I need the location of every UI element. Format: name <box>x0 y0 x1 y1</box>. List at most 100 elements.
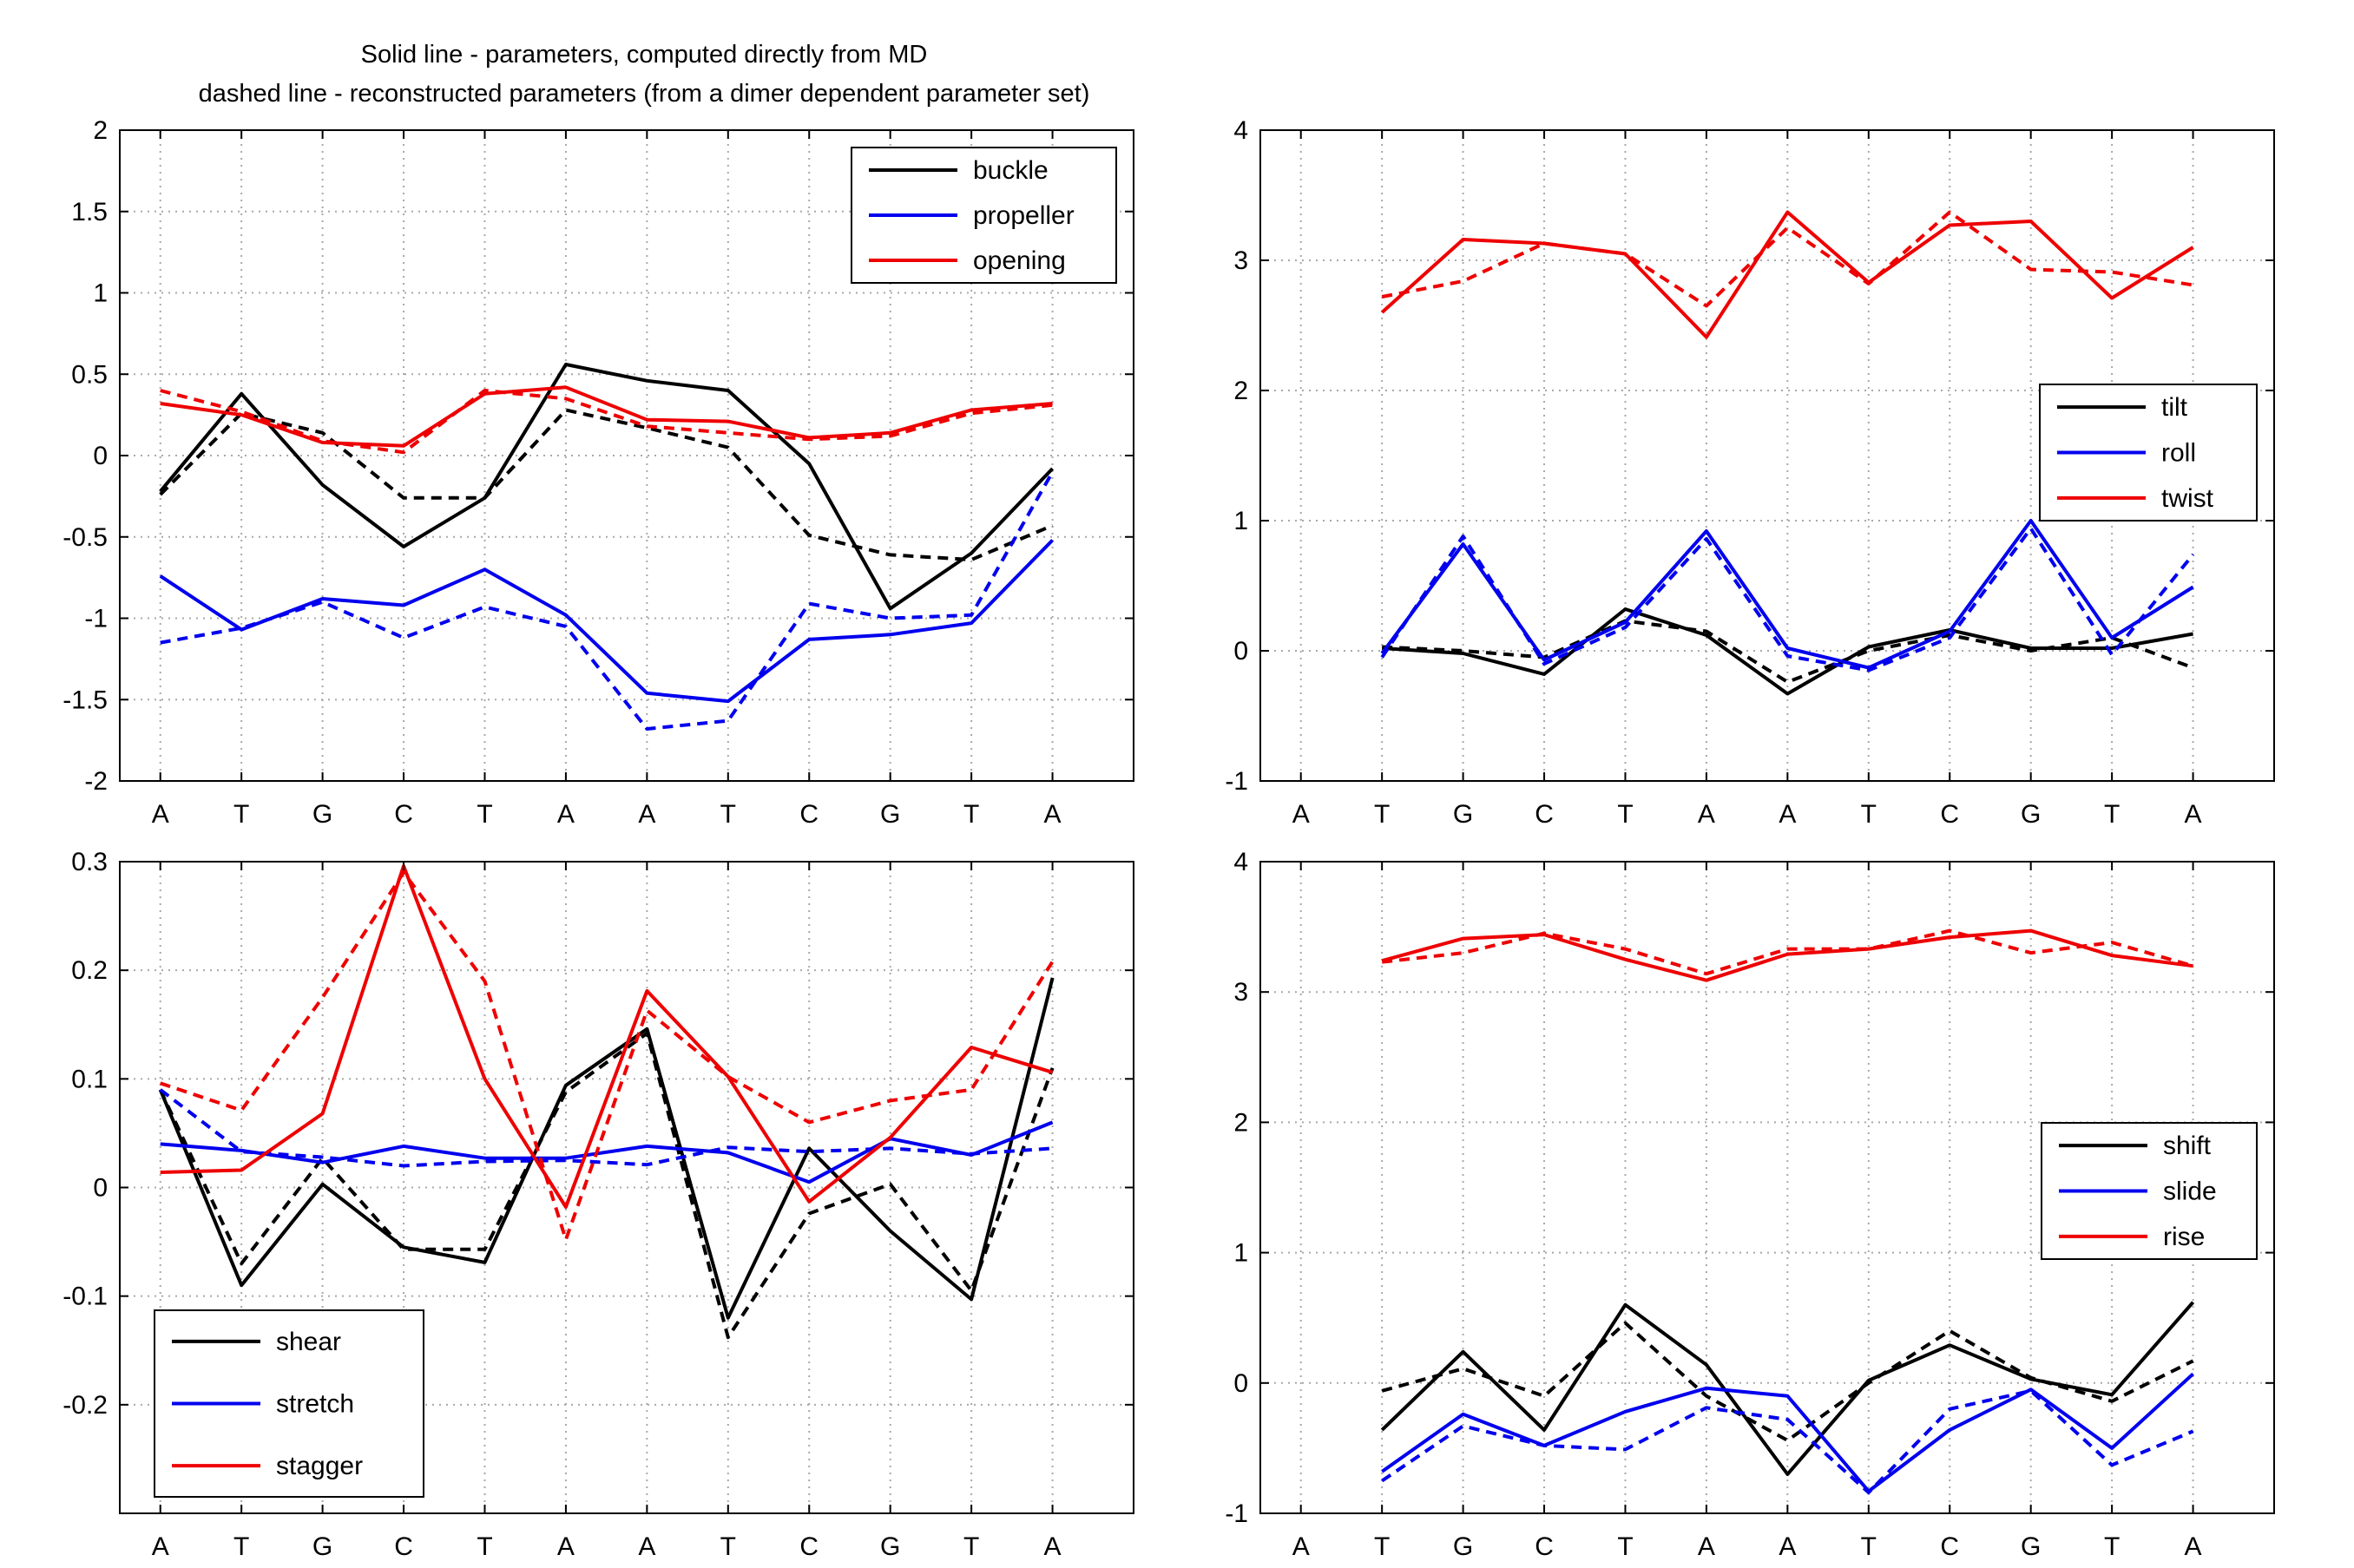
series-line-roll-dashed <box>1380 527 2195 672</box>
x-tick-label: T <box>1374 1532 1390 1561</box>
legend: buckle propeller opening <box>851 147 1117 284</box>
y-tick-label: 2 <box>93 116 108 145</box>
figure-title-line-2: dashed line - reconstructed parameters (… <box>199 80 1090 108</box>
series-line-propeller-solid <box>159 539 1055 704</box>
x-tick-label: C <box>394 800 413 829</box>
y-tick-label: 3 <box>1233 246 1248 275</box>
legend-label-roll: roll <box>2161 439 2196 468</box>
y-tick-label: 1 <box>1233 1239 1248 1268</box>
x-tick-label: T <box>2104 1532 2120 1561</box>
legend-label-shift: shift <box>2163 1132 2212 1160</box>
y-tick-label: 2 <box>1233 1108 1248 1137</box>
x-tick-label: A <box>1044 800 1062 829</box>
y-tick-label: 4 <box>1233 116 1248 145</box>
y-tick-label: 3 <box>1233 978 1248 1007</box>
legend-label-opening: opening <box>973 246 1066 275</box>
x-tick-label: G <box>312 800 332 829</box>
x-tick-label: A <box>2185 800 2202 829</box>
y-tick-label: 4 <box>1233 848 1248 876</box>
y-tick-label: 1 <box>93 279 108 308</box>
legend-label-stretch: stretch <box>276 1390 354 1419</box>
x-tick-label: G <box>312 1532 332 1561</box>
x-tick-label: A <box>557 1532 575 1561</box>
x-tick-label: T <box>477 1532 492 1561</box>
x-tick-label: A <box>1292 800 1310 829</box>
x-tick-label: C <box>1940 1532 1959 1561</box>
x-tick-label: C <box>1535 800 1554 829</box>
x-tick-label: A <box>557 800 575 829</box>
x-tick-label: C <box>799 1532 819 1561</box>
series-line-rise-dashed <box>1381 928 2194 976</box>
x-tick-label: A <box>152 1532 169 1561</box>
y-tick-label: 0 <box>93 442 108 470</box>
y-tick-label: 2 <box>1233 377 1248 405</box>
series-line-shear-solid <box>158 977 1055 1320</box>
x-tick-label: A <box>1044 1532 1062 1561</box>
series-line-stagger-solid <box>160 864 1054 1209</box>
series-line-twist-solid <box>1380 210 2194 339</box>
x-tick-label: T <box>1374 800 1390 829</box>
legend-label-stagger: stagger <box>276 1452 363 1480</box>
x-tick-label: G <box>880 800 900 829</box>
legend-label-rise: rise <box>2163 1223 2205 1251</box>
legend: tilt roll twist <box>2039 384 2258 522</box>
x-tick-label: T <box>963 800 979 829</box>
series-line-buckle-dashed <box>159 408 1054 561</box>
x-tick-label: G <box>880 1532 900 1561</box>
x-tick-label: C <box>394 1532 413 1561</box>
x-tick-label: T <box>720 1532 736 1561</box>
x-tick-label: A <box>2185 1532 2202 1561</box>
x-tick-label: T <box>233 1532 249 1561</box>
y-tick-label: -1.5 <box>62 686 108 714</box>
series-line-slide-dashed <box>1381 1388 2194 1494</box>
legend: shear stretch stagger <box>154 1309 424 1498</box>
legend-label-propeller: propeller <box>973 201 1075 230</box>
y-tick-label: -2 <box>84 767 108 796</box>
y-tick-label: 0.5 <box>71 360 108 389</box>
legend-label-twist: twist <box>2161 484 2214 513</box>
y-tick-label: 0 <box>1233 1369 1248 1398</box>
x-tick-label: T <box>1617 800 1633 829</box>
legend-label-slide: slide <box>2163 1178 2217 1206</box>
series-line-shear-dashed <box>158 1031 1055 1340</box>
y-tick-label: -0.5 <box>62 523 108 552</box>
x-tick-label: T <box>1861 800 1877 829</box>
series-line-propeller-dashed <box>160 470 1055 731</box>
series-line-slide-solid <box>1381 1372 2194 1493</box>
x-tick-label: A <box>638 800 655 829</box>
x-tick-label: A <box>152 800 169 829</box>
y-tick-label: -0.2 <box>62 1391 108 1420</box>
y-tick-label: -1 <box>1225 767 1248 796</box>
grid <box>1260 862 2274 1513</box>
y-tick-label: 0.3 <box>71 848 108 876</box>
y-tick-label: 0 <box>93 1174 108 1203</box>
y-tick-label: -1 <box>1225 1499 1248 1528</box>
x-tick-label: C <box>1940 800 1959 829</box>
x-tick-label: T <box>233 800 249 829</box>
x-tick-label: T <box>1861 1532 1877 1561</box>
series-line-shift-dashed <box>1381 1321 2194 1442</box>
y-tick-label: 1.5 <box>71 198 108 226</box>
series-line-buckle-solid <box>159 363 1055 611</box>
x-tick-label: A <box>1779 1532 1796 1561</box>
x-tick-label: G <box>2021 800 2041 829</box>
y-tick-label: 0 <box>1233 637 1248 666</box>
legend-label-tilt: tilt <box>2161 393 2188 422</box>
x-tick-label: T <box>720 800 736 829</box>
legend: shift slide rise <box>2041 1122 2258 1260</box>
series-line-twist-dashed <box>1381 210 2193 308</box>
x-tick-label: G <box>2021 1532 2041 1561</box>
x-tick-label: A <box>1779 800 1796 829</box>
y-tick-label: -1 <box>84 605 108 633</box>
axes-frame <box>1259 129 2275 782</box>
y-tick-label: 1 <box>1233 507 1248 535</box>
series-line-stretch-solid <box>160 1120 1054 1184</box>
x-tick-label: T <box>477 800 492 829</box>
figure-title-line-1: Solid line - parameters, computed direct… <box>361 41 928 69</box>
x-tick-label: C <box>1535 1532 1554 1561</box>
legend-label-shear: shear <box>276 1328 341 1356</box>
x-tick-label: A <box>1698 1532 1715 1561</box>
x-tick-label: A <box>1698 800 1715 829</box>
